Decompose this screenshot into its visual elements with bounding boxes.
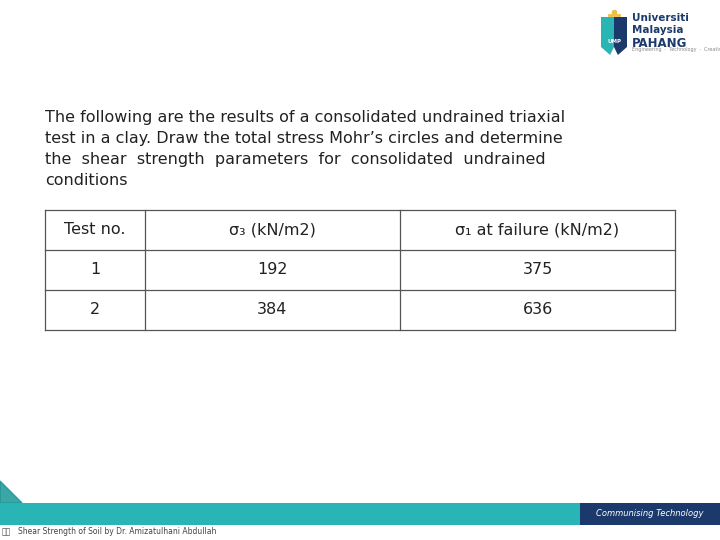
Text: 636: 636 [523, 302, 553, 318]
Text: σ₁ at failure (kN/m2): σ₁ at failure (kN/m2) [456, 222, 620, 238]
Text: σ₃ (kN/m2): σ₃ (kN/m2) [229, 222, 316, 238]
Text: 384: 384 [257, 302, 288, 318]
Text: Communising Technology: Communising Technology [596, 510, 703, 518]
Text: Test no.: Test no. [64, 222, 126, 238]
Text: The following are the results of a consolidated undrained triaxial: The following are the results of a conso… [45, 110, 565, 125]
Text: Universiti: Universiti [632, 13, 689, 23]
Text: test in a clay. Draw the total stress Mohr’s circles and determine: test in a clay. Draw the total stress Mo… [45, 131, 563, 146]
Polygon shape [601, 17, 614, 55]
Text: conditions: conditions [45, 173, 127, 188]
Text: Shear Strength of Soil by Dr. Amizatulhani Abdullah: Shear Strength of Soil by Dr. Amizatulha… [18, 527, 217, 536]
Text: 375: 375 [523, 262, 553, 278]
Text: the  shear  strength  parameters  for  consolidated  undrained: the shear strength parameters for consol… [45, 152, 546, 167]
Text: 2: 2 [90, 302, 100, 318]
Text: Engineering  ·  Technology  ·  Creativity: Engineering · Technology · Creativity [632, 47, 720, 52]
Polygon shape [0, 481, 22, 503]
Text: PAHANG: PAHANG [632, 37, 688, 50]
Bar [0, 503, 580, 525]
Text: 192: 192 [257, 262, 288, 278]
Bar [45, 210, 675, 330]
Text: Malaysia: Malaysia [632, 25, 683, 35]
Text: Ⓒⓓ: Ⓒⓓ [2, 527, 12, 536]
Text: UMP: UMP [607, 39, 621, 44]
Polygon shape [614, 17, 627, 55]
Bar [580, 503, 720, 525]
Text: 1: 1 [90, 262, 100, 278]
